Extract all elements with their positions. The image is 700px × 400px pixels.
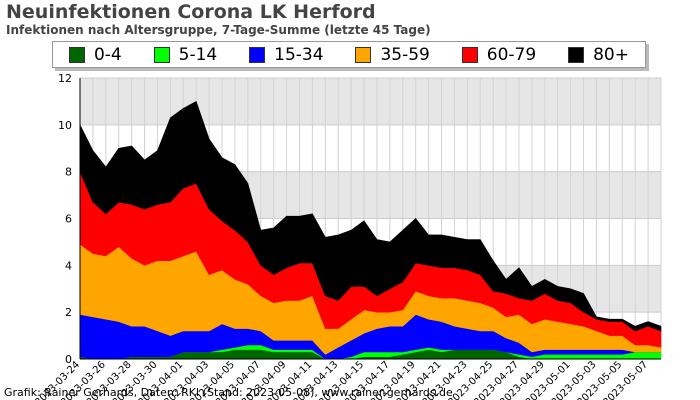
chart-subtitle: Infektionen nach Altersgruppe, 7-Tage-Su… [6,23,431,37]
legend-label: 80+ [593,44,629,65]
legend-label: 35-59 [380,44,430,65]
legend-label: 5-14 [178,44,218,65]
legend-swatch [68,46,85,63]
y-tick-label: 12 [58,72,72,85]
legend-swatch [249,46,266,63]
chart-legend: 0-4 5-14 15-34 35-59 60-79 80+ [52,41,646,68]
area-series-80+ [79,100,662,332]
legend-swatch [153,46,170,63]
legend-item-80+: 80+ [568,45,629,65]
y-tick-label: 10 [58,119,72,132]
legend-swatch [355,46,372,63]
y-tick-label: 4 [65,259,72,272]
legend-swatch [461,46,478,63]
y-tick-label: 6 [65,213,72,226]
legend-label: 0-4 [93,44,122,65]
grid-band [80,78,661,125]
chart-title: Neuinfektionen Corona LK Herford [6,1,376,23]
source-credit: Grafik: Rainer Gerhards, Daten: RKI (Sta… [4,386,453,399]
legend-item-5-14: 5-14 [153,44,218,65]
legend-item-0-4: 0-4 [68,44,122,65]
legend-item-35-59: 35-59 [355,44,430,65]
legend-item-60-79: 60-79 [461,44,537,65]
legend-label: 15-34 [274,44,324,65]
legend-label: 60-79 [486,44,537,65]
y-tick-label: 8 [65,166,72,179]
legend-swatch [568,46,585,63]
y-tick-label: 0 [65,353,72,366]
legend-item-15-34: 15-34 [249,44,324,65]
y-tick-label: 2 [65,306,72,319]
